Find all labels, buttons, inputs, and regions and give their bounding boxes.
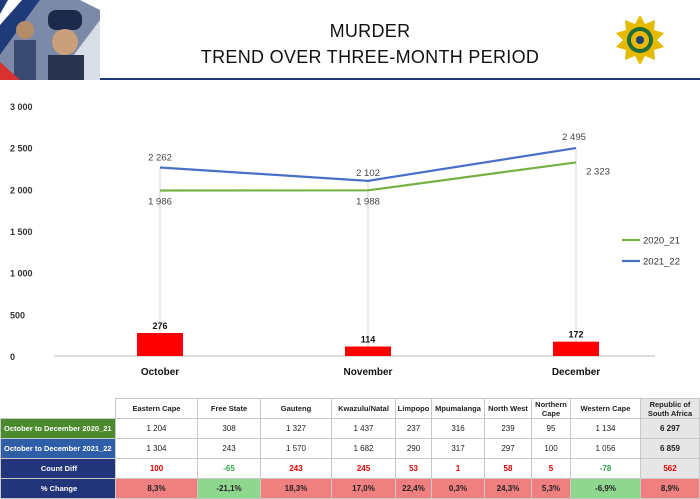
table-cell: 297 xyxy=(484,438,532,459)
series-point-label: 2 323 xyxy=(586,166,610,177)
series-point-label: 2 262 xyxy=(148,153,172,164)
table-cell: 95 xyxy=(531,418,571,439)
table-cell: 1 682 xyxy=(331,438,396,459)
y-tick-label: 0 xyxy=(10,352,15,362)
table-row: % Change 8,3% -21,1% 18,3% 17,0% 22,4% 0,3% 24,… xyxy=(0,478,700,499)
column-header: Limpopo xyxy=(395,398,432,419)
table-cell: 100 xyxy=(531,438,571,459)
x-tick-label: October xyxy=(141,367,179,378)
series-point-label: 2 102 xyxy=(356,168,380,179)
table-row: October to December 2020_21 1 204 308 1 327… xyxy=(0,418,700,439)
table-cell: 245 xyxy=(331,458,396,479)
table-cell: 24,3% xyxy=(484,478,532,499)
title-line-1: MURDER xyxy=(329,21,411,41)
y-tick-label: 1 500 xyxy=(10,227,33,237)
table-cell: 562 xyxy=(640,458,700,479)
column-header: Free State xyxy=(197,398,261,419)
bar-value-label: 172 xyxy=(568,330,583,340)
column-header: Kwazulu/Natal xyxy=(331,398,396,419)
table-row: October to December 2021_22 1 304 243 1 570… xyxy=(0,438,700,459)
table-cell: 1 570 xyxy=(260,438,332,459)
table-cell: 18,3% xyxy=(260,478,332,499)
column-header: Mpumalanga xyxy=(431,398,485,419)
table-cell: 1 204 xyxy=(115,418,198,439)
y-tick-label: 500 xyxy=(10,310,25,320)
table-cell: -6,9% xyxy=(570,478,641,499)
series-point-label: 1 988 xyxy=(356,196,380,207)
table-cell: 6 297 xyxy=(640,418,700,439)
table-cell: 317 xyxy=(431,438,485,459)
y-tick-label: 1 000 xyxy=(10,269,33,279)
table-cell: 1 056 xyxy=(570,438,641,459)
title-line-2: TREND OVER THREE-MONTH PERIOD xyxy=(200,47,540,67)
header-rule xyxy=(100,78,700,80)
table-corner-cell xyxy=(1,399,116,419)
table-header-row: Eastern Cape Free State Gauteng Kwazulu/Nat… xyxy=(1,398,700,419)
row-header: October to December 2021_22 xyxy=(0,438,116,459)
page-title: MURDER TREND OVER THREE-MONTH PERIOD xyxy=(110,18,630,70)
table-row: Count Diff 100 -65 243 245 53 1 58 5 -78 562 xyxy=(0,458,700,479)
police-banner-image xyxy=(0,0,100,80)
row-header: Count Diff xyxy=(0,458,116,479)
table-cell: 8,9% xyxy=(640,478,700,499)
table-cell: 1 437 xyxy=(331,418,396,439)
table-cell: -65 xyxy=(197,458,261,479)
table-cell: -78 xyxy=(570,458,641,479)
column-header: Republic of South Africa xyxy=(640,398,700,419)
table-cell: 1 327 xyxy=(260,418,332,439)
legend-label: 2020_21 xyxy=(643,236,680,247)
table-cell: 243 xyxy=(260,458,332,479)
legend-label: 2021_22 xyxy=(643,257,680,268)
table-cell: 239 xyxy=(484,418,532,439)
series-line-2020_21 xyxy=(159,161,577,192)
table-cell: 308 xyxy=(197,418,261,439)
row-header: % Change xyxy=(0,478,116,499)
bar-value-label: 114 xyxy=(361,335,376,345)
table-cell: 1 134 xyxy=(570,418,641,439)
series-point-label: 2 495 xyxy=(562,132,586,143)
table-cell: 53 xyxy=(395,458,432,479)
table-cell: 8,3% xyxy=(115,478,198,499)
x-tick-label: December xyxy=(552,367,600,378)
table-cell: 58 xyxy=(484,458,532,479)
saps-emblem-icon xyxy=(614,14,666,66)
bar-value-label: 276 xyxy=(152,321,167,331)
y-tick-label: 2 500 xyxy=(10,144,33,154)
table-cell: 243 xyxy=(197,438,261,459)
table-cell: -21,1% xyxy=(197,478,261,499)
table-cell: 6 859 xyxy=(640,438,700,459)
y-tick-label: 3 000 xyxy=(10,102,33,112)
diff-bar xyxy=(137,333,183,356)
diff-bar xyxy=(553,341,599,356)
table-cell: 290 xyxy=(395,438,432,459)
row-header: October to December 2020_21 xyxy=(0,418,116,439)
table-cell: 0,3% xyxy=(431,478,485,499)
table-cell: 5 xyxy=(531,458,571,479)
slide-header: MURDER TREND OVER THREE-MONTH PERIOD xyxy=(0,0,700,82)
column-header: Northern Cape xyxy=(531,398,571,419)
column-header: North West xyxy=(484,398,532,419)
column-header: Eastern Cape xyxy=(115,398,198,419)
table-cell: 316 xyxy=(431,418,485,439)
column-header: Western Cape xyxy=(570,398,641,419)
table-cell: 1 xyxy=(431,458,485,479)
series-line-2021_22 xyxy=(159,146,577,182)
column-header: Gauteng xyxy=(260,398,332,419)
table-cell: 1 304 xyxy=(115,438,198,459)
diff-bar xyxy=(345,346,391,356)
series-point-label: 1 986 xyxy=(148,197,172,208)
table-cell: 5,3% xyxy=(531,478,571,499)
x-tick-label: November xyxy=(344,367,393,378)
murder-trend-chart: 3 000 2 500 2 000 1 500 1 000 500 0 276 114 172 1 … xyxy=(10,102,680,378)
table-cell: 100 xyxy=(115,458,198,479)
table-cell: 22,4% xyxy=(395,478,432,499)
table-cell: 237 xyxy=(395,418,432,439)
table-cell: 17,0% xyxy=(331,478,396,499)
province-table: Eastern Cape Free State Gauteng Kwazulu/Nat… xyxy=(0,398,700,499)
y-tick-label: 2 000 xyxy=(10,185,33,195)
